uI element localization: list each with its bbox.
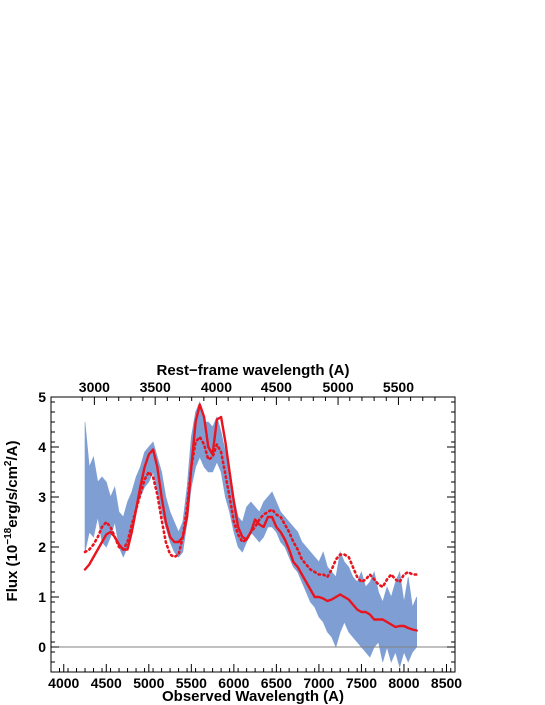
x-tick-label: 6500 <box>261 675 292 691</box>
model-curves-layer <box>83 403 419 632</box>
plot-frame <box>50 396 456 673</box>
axis-ticks-layer <box>50 396 455 673</box>
y-tick-label: 4 <box>38 439 46 455</box>
x-tick-label: 4000 <box>48 675 79 691</box>
x-tick-label: 7500 <box>346 675 377 691</box>
top-tick-label: 5500 <box>383 379 414 395</box>
tick-labels-layer: 4000 4500 5000 5500 6000 6500 7000 7500 8000 8500… <box>38 379 462 691</box>
x-tick-label: 6000 <box>218 675 249 691</box>
y-tick-label: 1 <box>38 589 46 605</box>
top-tick-label: 4000 <box>201 379 232 395</box>
y-axis-title-exp1: −18 <box>3 527 14 544</box>
y-axis-title-mid: erg/s/cm <box>4 466 21 528</box>
x-tick-label: 5000 <box>133 675 164 691</box>
y-tick-label: 0 <box>38 639 46 655</box>
y-tick-label: 2 <box>38 539 46 555</box>
x-tick-label: 8000 <box>388 675 419 691</box>
top-tick-label: 4500 <box>261 379 292 395</box>
y-axis-title-pre: Flux (10 <box>4 545 21 602</box>
y-axis-title-exp2: 2 <box>3 460 14 466</box>
x-axis-title: Observed Wavelength (A) <box>162 688 344 705</box>
top-tick-label: 5000 <box>322 379 353 395</box>
top-axis-title: Rest−frame wavelength (A) <box>157 362 350 379</box>
y-axis-title-post: /A) <box>4 441 21 461</box>
x-tick-label: 7000 <box>303 675 334 691</box>
y-tick-label: 3 <box>38 489 46 505</box>
top-tick-label: 3500 <box>140 379 171 395</box>
top-tick-label: 3000 <box>79 379 110 395</box>
x-tick-label: 8500 <box>431 675 462 691</box>
model-dotted-line <box>83 435 419 589</box>
x-tick-label: 5500 <box>176 675 207 691</box>
y-axis-title: Flux (10−18erg/s/cm2/A) <box>3 441 21 602</box>
x-tick-label: 4500 <box>91 675 122 691</box>
y-tick-label: 5 <box>38 389 46 405</box>
